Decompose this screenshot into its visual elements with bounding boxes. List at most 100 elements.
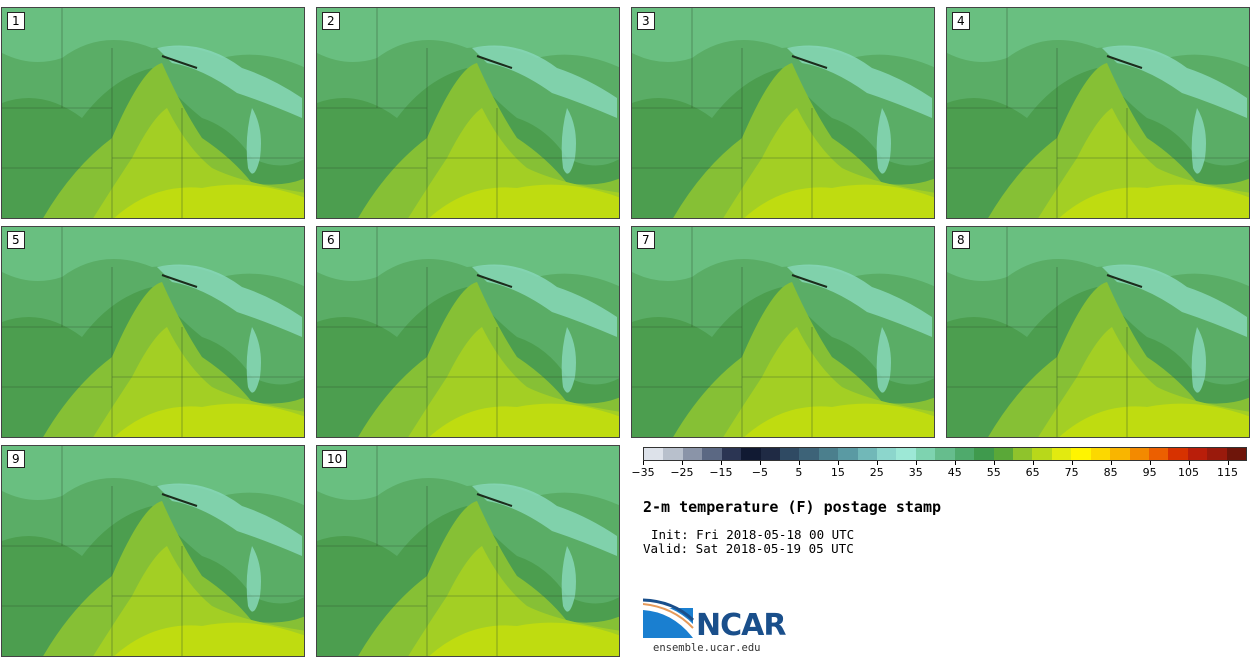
colorbar-tick [1071,461,1073,465]
colorbar-tick [1110,461,1112,465]
colorbar-tick [915,461,917,465]
postage-stamp-panel: 4 [946,7,1250,219]
ncar-logo-icon [643,598,695,638]
postage-stamp-panel: 1 [1,7,305,219]
chart-title: 2-m temperature (F) postage stamp [643,498,942,516]
temperature-map [2,227,304,437]
colorbar-tick-label: 105 [1178,466,1200,479]
colorbar-tick-label: 95 [1142,466,1157,479]
colorbar-segment [1110,448,1130,460]
colorbar-tick [1149,461,1151,465]
colorbar-tick [681,461,683,465]
member-number-badge: 9 [7,450,25,468]
colorbar-segment [954,448,975,460]
temperature-map [2,8,304,218]
colorbar-tick [1032,461,1034,465]
postage-stamp-panel: 8 [946,226,1250,438]
colorbar-tick-label: −25 [670,466,694,479]
temperature-map [632,8,934,218]
colorbar-tick-label: 115 [1217,466,1239,479]
ensemble-url[interactable]: ensemble.ucar.edu [653,642,761,654]
colorbar-tick [759,461,761,465]
colorbar-tick-label: 55 [986,466,1001,479]
colorbar-segment [877,448,897,460]
colorbar-tick [876,461,878,465]
member-number-badge: 10 [322,450,348,468]
colorbar-segment [915,448,936,460]
member-number-badge: 1 [7,12,25,30]
postage-stamp-panel: 10 [316,445,620,657]
colorbar-tick [643,461,644,465]
colorbar-segment [896,448,916,460]
member-number-badge: 8 [952,231,970,249]
colorbar-tickmarks [643,461,1247,465]
temperature-map [317,8,619,218]
colorbar-segment [682,448,703,460]
member-number-badge: 4 [952,12,970,30]
colorbar-segment [993,448,1014,460]
colorbar-segment [838,448,858,460]
postage-stamp-panel: 6 [316,226,620,438]
colorbar-segment [779,448,800,460]
temperature-map [947,8,1249,218]
colorbar-tick-label: 65 [1025,466,1040,479]
colorbar-segment [1168,448,1188,460]
colorbar-tick-label: 35 [908,466,923,479]
member-number-badge: 5 [7,231,25,249]
temperature-map [947,227,1249,437]
colorbar-segment [1051,448,1072,460]
colorbar-segment [721,448,742,460]
colorbar-tick-label: −15 [709,466,733,479]
colorbar-segment [1207,448,1227,460]
colorbar-tick-label: 15 [830,466,845,479]
colorbar-segment [741,448,761,460]
colorbar-segment [1071,448,1091,460]
member-number-badge: 2 [322,12,340,30]
valid-time: Valid: Sat 2018-05-19 05 UTC [643,541,854,556]
temperature-map [317,227,619,437]
colorbar-segment [644,448,664,460]
postage-stamp-panel: 3 [631,7,935,219]
colorbar-segment [1090,448,1111,460]
colorbar-tick [837,461,839,465]
colorbar-tick-label: 75 [1064,466,1079,479]
colorbar-segment [935,448,955,460]
postage-stamp-panel: 5 [1,226,305,438]
colorbar-segment [702,448,722,460]
colorbar-tick-label: 85 [1103,466,1118,479]
colorbar-segment [857,448,878,460]
colorbar-tick-labels: −35 −25 −15 −5 5 15 25 35 45 55 65 75 85 95 105 115 [631,466,1247,480]
postage-stamp-panel: 9 [1,445,305,657]
temperature-colorbar [643,447,1247,461]
colorbar-segment [974,448,994,460]
colorbar-tick [1188,461,1190,465]
member-number-badge: 6 [322,231,340,249]
postage-stamp-panel: 2 [316,7,620,219]
colorbar-tick-label: 5 [795,466,803,479]
colorbar-segment [1013,448,1033,460]
colorbar-segment [1187,448,1208,460]
colorbar-tick [720,461,722,465]
member-number-badge: 7 [637,231,655,249]
colorbar-segment [1032,448,1052,460]
colorbar-segment [1148,448,1169,460]
colorbar-tick-label: 25 [869,466,884,479]
colorbar-segment [663,448,683,460]
postage-stamp-panel: 7 [631,226,935,438]
colorbar-segment [1226,448,1247,460]
colorbar-tick [1227,461,1229,465]
colorbar-tick-label: −35 [631,466,655,479]
temperature-map [632,227,934,437]
temperature-map [317,446,619,656]
temperature-map [2,446,304,656]
colorbar-tick [954,461,956,465]
colorbar-tick-label: −5 [751,466,768,479]
colorbar-tick [993,461,995,465]
colorbar-tick [798,461,800,465]
colorbar-segment [799,448,819,460]
init-time: Init: Fri 2018-05-18 00 UTC [651,527,855,542]
colorbar-tick-label: 45 [947,466,962,479]
colorbar-segment [760,448,780,460]
ncar-logo-text: NCAR [696,608,786,643]
member-number-badge: 3 [637,12,655,30]
